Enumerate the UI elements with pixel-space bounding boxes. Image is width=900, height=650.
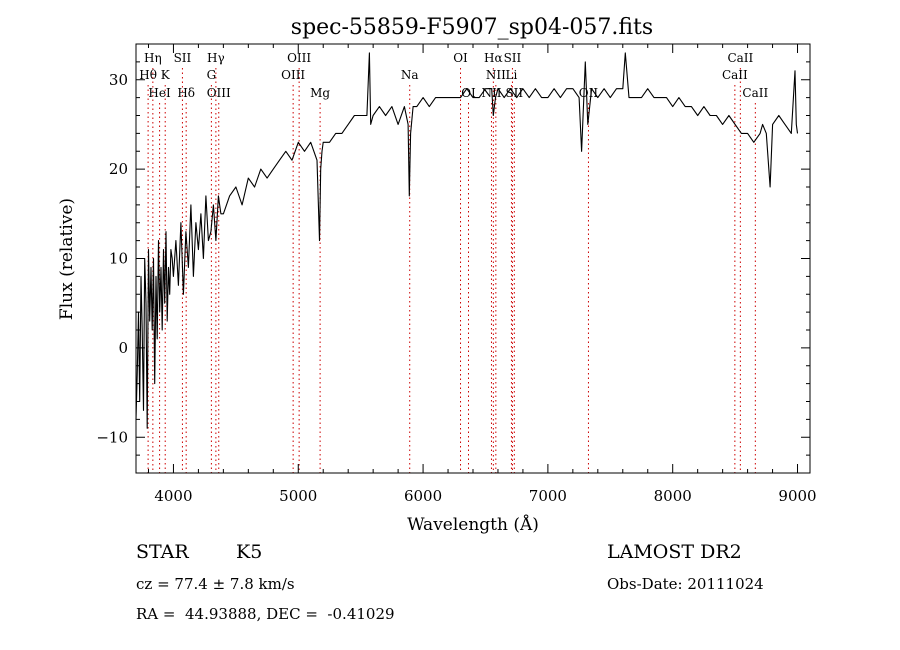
- redshift-velocity: cz = 77.4 ± 7.8 km/s: [136, 575, 295, 593]
- line-marker-label: SII: [504, 51, 522, 65]
- y-tick-label: −10: [96, 428, 128, 446]
- line-marker-label: Li: [506, 68, 518, 82]
- y-axis-label: Flux (relative): [57, 198, 77, 320]
- line-marker-label: OI: [453, 51, 468, 65]
- line-marker-label: Mg: [310, 86, 330, 100]
- coordinates: RA = 44.93888, DEC = -0.41029: [136, 605, 395, 623]
- spectrum-line: [135, 52, 799, 429]
- object-subclass: K5: [236, 541, 263, 563]
- line-marker-label: OIII: [281, 68, 305, 82]
- x-tick-label: 4000: [154, 487, 192, 505]
- x-axis-label: Wavelength (Å): [407, 514, 539, 535]
- line-marker-label: Na: [401, 68, 419, 82]
- y-tick-label: 10: [109, 250, 128, 268]
- plot-frame: [135, 43, 811, 474]
- spectrum-series: [135, 52, 799, 429]
- x-tick-label: 9000: [778, 487, 816, 505]
- line-marker-label: Hα: [484, 51, 503, 65]
- line-marker-label: OIII: [207, 86, 231, 100]
- x-tick-label: 7000: [529, 487, 567, 505]
- x-axis-ticks: 4000 5000 6000 7000 8000 9000: [147, 44, 817, 505]
- y-tick-label: 20: [109, 160, 128, 178]
- survey-name: LAMOST DR2: [607, 541, 742, 563]
- line-marker-label: NII: [486, 68, 506, 82]
- line-marker-label: Hδ: [177, 86, 195, 100]
- x-tick-label: 5000: [279, 487, 317, 505]
- line-marker-label: Hθ: [139, 68, 157, 82]
- line-marker-label: OII: [579, 86, 599, 100]
- line-marker-label: SII: [505, 86, 523, 100]
- object-class: STAR: [136, 541, 189, 563]
- y-tick-label: 30: [109, 71, 128, 89]
- line-marker-label: Hγ: [207, 51, 225, 65]
- line-marker-label: CaII: [742, 86, 768, 100]
- line-marker-label: OIII: [287, 51, 311, 65]
- line-marker-label: K: [161, 68, 171, 82]
- y-tick-label: 0: [118, 339, 128, 357]
- line-marker-label: Hη: [144, 51, 162, 65]
- line-marker-label: SII: [174, 51, 192, 65]
- chart-title: spec-55859-F5907_sp04-057.fits: [291, 15, 653, 40]
- line-marker-label: HeI: [148, 86, 171, 100]
- line-marker-label: G: [207, 68, 217, 82]
- x-tick-label: 6000: [404, 487, 442, 505]
- line-marker-label: CaII: [722, 68, 748, 82]
- line-marker-label: CaII: [727, 51, 753, 65]
- y-axis-ticks: −10 0 10 20 30: [96, 61, 810, 456]
- observation-date: Obs-Date: 20111024: [607, 575, 764, 593]
- x-tick-label: 8000: [654, 487, 692, 505]
